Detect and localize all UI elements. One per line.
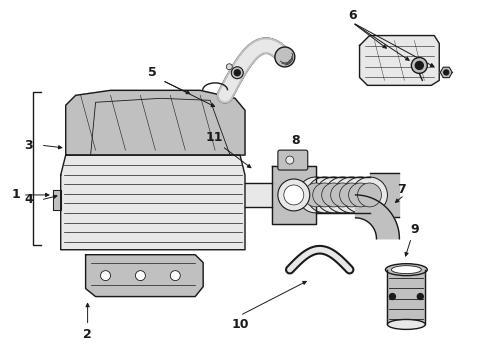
Circle shape <box>307 177 343 213</box>
Circle shape <box>284 185 304 205</box>
FancyBboxPatch shape <box>278 150 308 170</box>
Polygon shape <box>53 190 61 210</box>
Text: 8: 8 <box>292 134 300 147</box>
Text: 9: 9 <box>410 223 418 236</box>
Ellipse shape <box>392 266 421 274</box>
Circle shape <box>412 58 427 73</box>
Text: 11: 11 <box>205 131 223 144</box>
Circle shape <box>304 183 328 207</box>
Text: 7: 7 <box>397 184 406 197</box>
Circle shape <box>343 177 378 213</box>
Polygon shape <box>369 173 399 217</box>
Circle shape <box>348 183 372 207</box>
Text: 4: 4 <box>24 193 33 206</box>
Circle shape <box>331 183 355 207</box>
Circle shape <box>234 70 240 76</box>
Text: 2: 2 <box>83 328 92 341</box>
Polygon shape <box>86 255 203 297</box>
Text: 5: 5 <box>148 66 157 79</box>
Ellipse shape <box>386 264 427 276</box>
Circle shape <box>444 70 449 75</box>
Circle shape <box>322 183 345 207</box>
Circle shape <box>417 293 423 300</box>
Circle shape <box>416 62 423 69</box>
Circle shape <box>325 177 361 213</box>
Text: 6: 6 <box>348 9 357 22</box>
Polygon shape <box>61 155 245 250</box>
Polygon shape <box>316 177 369 213</box>
Circle shape <box>334 177 369 213</box>
Circle shape <box>358 183 382 207</box>
Text: 10: 10 <box>231 318 249 331</box>
Polygon shape <box>66 90 245 155</box>
Polygon shape <box>272 166 316 224</box>
Circle shape <box>231 67 243 79</box>
Circle shape <box>352 177 388 213</box>
Polygon shape <box>440 67 452 78</box>
Circle shape <box>286 156 294 164</box>
Text: 3: 3 <box>24 139 33 152</box>
Circle shape <box>340 183 364 207</box>
Circle shape <box>275 47 295 67</box>
Circle shape <box>171 271 180 280</box>
Circle shape <box>316 177 352 213</box>
Circle shape <box>298 177 334 213</box>
Polygon shape <box>360 36 439 85</box>
Circle shape <box>313 183 337 207</box>
Circle shape <box>278 179 310 211</box>
Circle shape <box>100 271 111 280</box>
Polygon shape <box>245 183 272 207</box>
Text: 1: 1 <box>11 188 20 202</box>
Polygon shape <box>388 270 425 324</box>
Circle shape <box>135 271 146 280</box>
Circle shape <box>390 293 395 300</box>
Ellipse shape <box>388 319 425 329</box>
Polygon shape <box>356 195 399 239</box>
Circle shape <box>226 64 232 70</box>
